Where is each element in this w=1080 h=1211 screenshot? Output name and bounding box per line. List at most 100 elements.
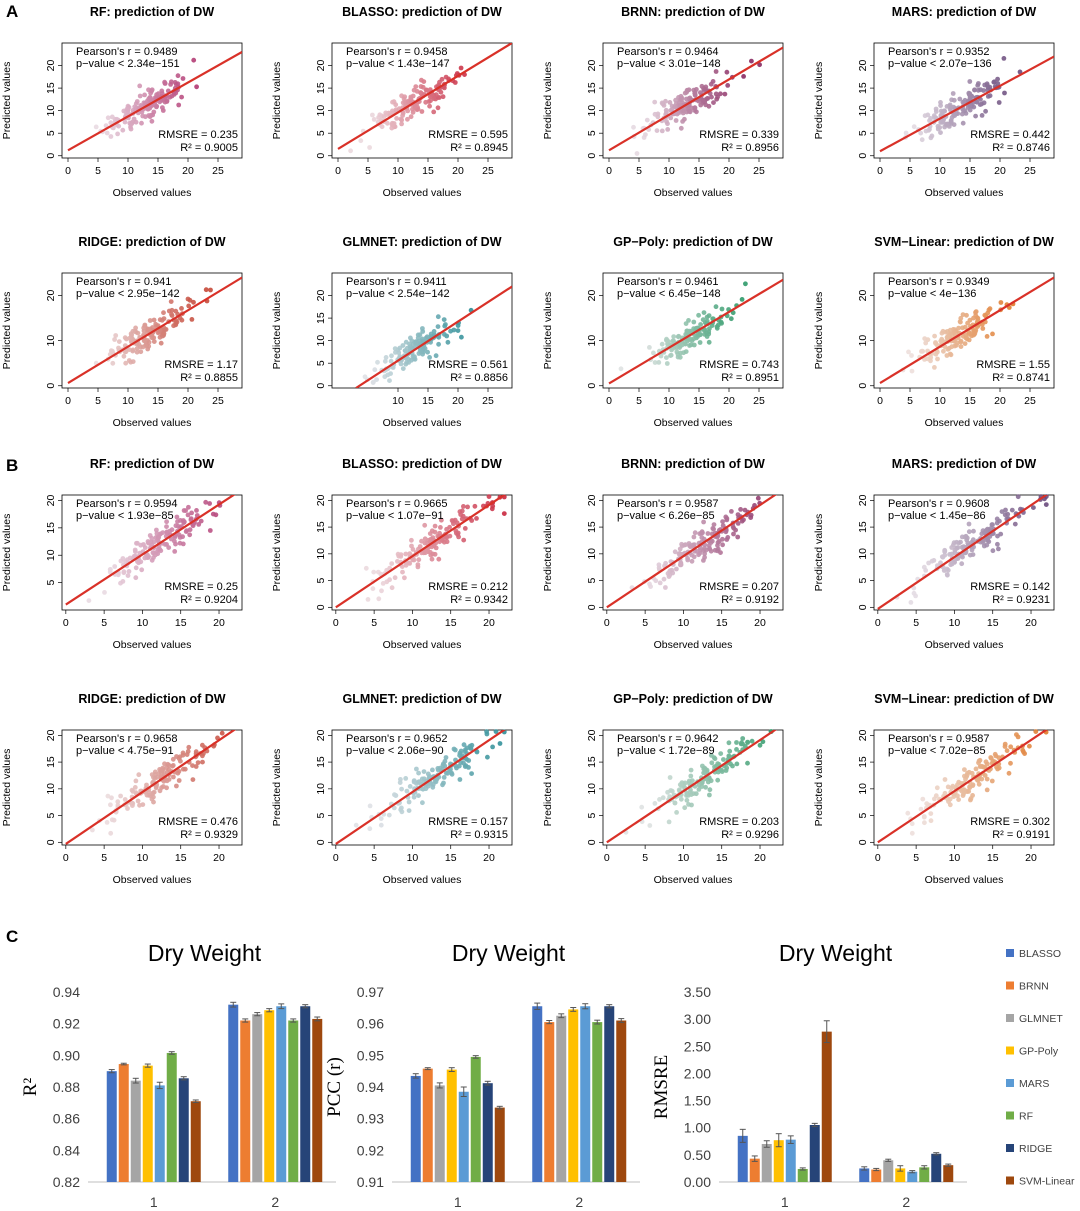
data-point bbox=[647, 345, 652, 350]
x-tick-label: 10 bbox=[407, 852, 419, 864]
data-point bbox=[422, 522, 428, 528]
rmsre-annotation: RMSRE = 0.157 bbox=[428, 816, 508, 828]
data-point bbox=[941, 348, 946, 354]
pvalue-annotation: p−value < 2.06e−90 bbox=[346, 745, 444, 757]
data-point bbox=[175, 81, 181, 87]
data-point bbox=[989, 522, 995, 528]
y-tick-label: 15 bbox=[857, 756, 869, 768]
data-point bbox=[442, 758, 448, 764]
data-point bbox=[663, 107, 669, 113]
y-axis-label: Predicted values bbox=[813, 292, 825, 370]
bar bbox=[821, 1031, 832, 1182]
data-point bbox=[1031, 505, 1036, 510]
data-point bbox=[947, 802, 953, 808]
chart-title: RIDGE: prediction of DW bbox=[78, 235, 225, 249]
y-tick-label: 20 bbox=[857, 290, 869, 302]
data-point bbox=[370, 112, 375, 118]
data-point bbox=[929, 558, 935, 564]
data-point bbox=[137, 83, 143, 89]
scatter-panel-9: RF: prediction of DW 0 5 10 15 20 5 10 15 20 Obser… bbox=[1, 457, 243, 651]
data-point bbox=[367, 826, 373, 832]
data-point bbox=[189, 510, 195, 516]
pvalue-annotation: p−value < 2.95e−142 bbox=[76, 288, 180, 300]
data-point bbox=[121, 569, 127, 575]
r2-annotation: R² = 0.9342 bbox=[450, 594, 508, 606]
data-point bbox=[974, 777, 980, 783]
bar bbox=[288, 1020, 299, 1182]
data-point bbox=[191, 57, 197, 63]
x-tick-label: 15 bbox=[445, 852, 457, 864]
chart-title: RIDGE: prediction of DW bbox=[78, 692, 225, 706]
data-point bbox=[383, 110, 389, 116]
pearson-annotation: Pearson's r = 0.941 bbox=[76, 276, 171, 288]
data-point bbox=[717, 767, 723, 773]
data-point bbox=[696, 552, 701, 558]
data-point bbox=[990, 331, 995, 337]
y-tick-label: 5 bbox=[315, 578, 327, 584]
y-tick-label: 10 bbox=[586, 335, 598, 347]
regression-line bbox=[335, 495, 506, 609]
data-point bbox=[928, 811, 934, 816]
data-point bbox=[706, 313, 712, 318]
data-point bbox=[466, 758, 472, 763]
y-tick-label: 10 bbox=[45, 335, 57, 347]
data-point bbox=[149, 118, 155, 124]
data-point bbox=[459, 508, 465, 514]
data-point bbox=[107, 567, 113, 572]
data-point bbox=[913, 593, 918, 599]
data-point bbox=[411, 794, 417, 800]
data-point bbox=[922, 113, 928, 119]
bar bbox=[434, 1085, 445, 1182]
x-tick-label: 10 bbox=[678, 852, 690, 864]
data-point bbox=[403, 551, 409, 557]
x-tick-label: 25 bbox=[1024, 395, 1036, 407]
data-point bbox=[973, 766, 979, 772]
data-point bbox=[404, 788, 410, 794]
data-point bbox=[403, 562, 409, 568]
data-point bbox=[395, 559, 400, 564]
data-point bbox=[652, 99, 658, 105]
data-point bbox=[382, 358, 388, 364]
legend: BLASSO BRNN GLMNET GP-Poly MARS RF RIDGE SVM-Li… bbox=[1006, 948, 1075, 1188]
x-tick-label: 10 bbox=[663, 165, 675, 177]
bar bbox=[544, 1022, 555, 1182]
data-point bbox=[960, 554, 965, 560]
data-point bbox=[665, 126, 671, 132]
bar bbox=[797, 1168, 808, 1182]
x-axis-label: Observed values bbox=[925, 639, 1004, 651]
x-tick-label: 20 bbox=[754, 852, 766, 864]
legend-label: GLMNET bbox=[1019, 1013, 1063, 1025]
data-point bbox=[708, 778, 714, 784]
data-point bbox=[950, 91, 956, 96]
data-point bbox=[714, 325, 720, 331]
data-point bbox=[689, 802, 694, 808]
data-point bbox=[153, 321, 159, 327]
x-tick-label: 20 bbox=[452, 165, 464, 177]
data-point bbox=[705, 96, 711, 101]
scatter-panel-6: GLMNET: prediction of DW 10 15 20 25 0 5 10 15 20… bbox=[271, 235, 513, 429]
x-tick-label: 0 bbox=[63, 852, 69, 864]
data-point bbox=[730, 763, 735, 769]
regression-line bbox=[65, 730, 237, 845]
r2-annotation: R² = 0.9315 bbox=[450, 829, 508, 841]
data-point bbox=[1009, 507, 1015, 513]
x-tick-label: 15 bbox=[422, 165, 434, 177]
legend-swatch bbox=[1006, 1144, 1014, 1152]
data-point bbox=[984, 542, 990, 548]
rmsre-annotation: RMSRE = 0.203 bbox=[699, 816, 779, 828]
data-point bbox=[670, 570, 676, 576]
data-point bbox=[453, 528, 459, 534]
data-point bbox=[739, 740, 744, 746]
x-tick-label: 10 bbox=[137, 852, 149, 864]
data-point bbox=[949, 561, 955, 567]
data-point bbox=[174, 319, 180, 325]
data-point bbox=[185, 512, 191, 518]
data-point bbox=[367, 803, 373, 809]
data-point bbox=[935, 356, 940, 362]
data-point bbox=[957, 96, 963, 102]
data-point bbox=[704, 330, 709, 336]
y-tick-label: 20 bbox=[315, 60, 327, 72]
data-point bbox=[441, 317, 447, 322]
data-point bbox=[958, 339, 964, 345]
data-point bbox=[447, 533, 453, 539]
